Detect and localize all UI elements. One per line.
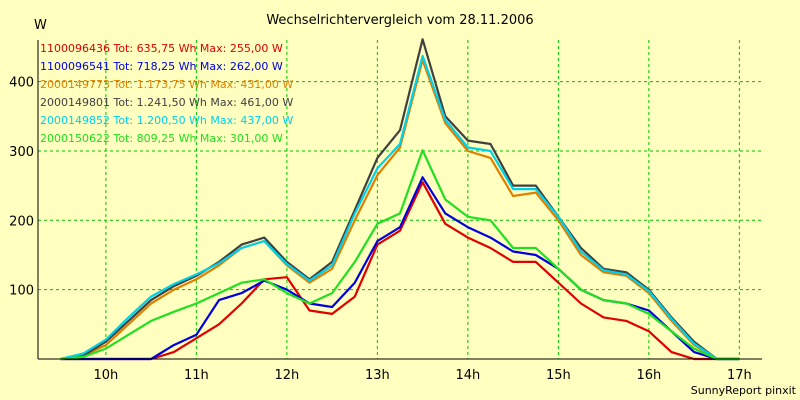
y-tick-label: 200	[9, 214, 34, 229]
grid	[38, 40, 762, 359]
legend-entry-2000149852: 2000149852 Tot: 1.200,50 Wh Max: 437,00 …	[40, 114, 293, 127]
y-tick-label: 400	[9, 76, 34, 91]
series-line-1100096436	[60, 181, 740, 361]
legend: 1100096436 Tot: 635,75 Wh Max: 255,00 W 1…	[40, 42, 293, 145]
x-tick-label: 15h	[546, 368, 571, 383]
x-tick-label: 16h	[636, 368, 661, 383]
x-tick-label: 17h	[727, 368, 752, 383]
y-tick-labels: 100 200 300 400	[9, 76, 34, 299]
y-axis-unit: W	[34, 18, 47, 33]
x-tick-label: 10h	[93, 368, 118, 383]
axes	[37, 40, 762, 360]
x-tick-label: 11h	[184, 368, 209, 383]
series-lines	[60, 38, 740, 361]
y-tick-label: 100	[9, 284, 34, 299]
series-line-1100096541	[60, 176, 740, 361]
series-line-2000149801	[60, 38, 740, 361]
series-line-2000149852	[60, 54, 740, 361]
series-line-2000149773	[60, 58, 740, 361]
x-tick-label: 14h	[455, 368, 480, 383]
footer-credit: SunnyReport pinxit	[691, 384, 797, 397]
chart-title: Wechselrichtervergleich vom 28.11.2006	[266, 13, 533, 28]
x-tick-labels: 10h 11h 12h 13h 14h 15h 16h 17h	[93, 368, 751, 383]
x-tick-label: 12h	[274, 368, 299, 383]
legend-entry-2000150622: 2000150622 Tot: 809,25 Wh Max: 301,00 W	[40, 132, 283, 145]
x-tick-label: 13h	[365, 368, 390, 383]
legend-entry-2000149773: 2000149773 Tot: 1.173,75 Wh Max: 431,00 …	[40, 78, 293, 91]
legend-entry-1100096541: 1100096541 Tot: 718,25 Wh Max: 262,00 W	[40, 60, 283, 73]
series-line-2000150622	[60, 149, 740, 361]
y-tick-label: 300	[9, 145, 34, 160]
legend-entry-1100096436: 1100096436 Tot: 635,75 Wh Max: 255,00 W	[40, 42, 283, 55]
legend-entry-2000149801: 2000149801 Tot: 1.241,50 Wh Max: 461,00 …	[40, 96, 293, 109]
